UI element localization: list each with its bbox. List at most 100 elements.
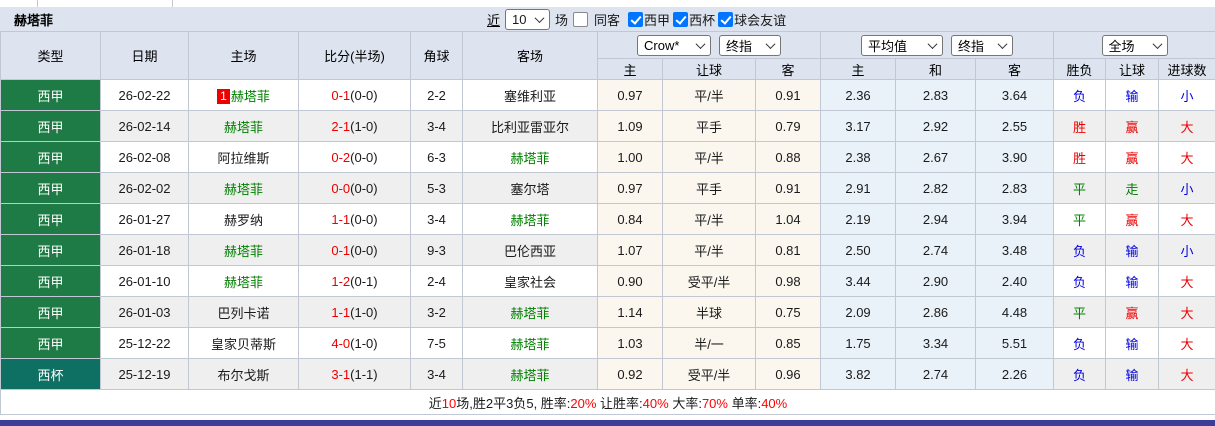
- home-team-name[interactable]: 阿拉维斯: [217, 151, 269, 166]
- result-wdl-cell: 平: [1054, 204, 1106, 235]
- avg-home-odds-cell: 2.36: [821, 80, 896, 111]
- avg-draw-odds-cell: 2.74: [896, 359, 976, 390]
- chevron-down-icon: [766, 39, 776, 49]
- away-team-name[interactable]: 皇家社会: [504, 275, 556, 290]
- avg-home-odds-cell: 3.82: [821, 359, 896, 390]
- league-filter-checkbox[interactable]: [718, 12, 733, 27]
- avg-draw-odds-cell: 2.90: [896, 266, 976, 297]
- league-filter-checkbox[interactable]: [628, 12, 643, 27]
- bookmaker-stage-select[interactable]: 终指: [719, 35, 781, 56]
- avg-draw-odds-cell: 2.74: [896, 235, 976, 266]
- avg-away-odds-cell: 2.55: [976, 111, 1054, 142]
- result-handicap-cell: 输: [1106, 328, 1159, 359]
- away-team-name[interactable]: 赫塔菲: [510, 151, 549, 166]
- score-cell: 1-1(1-0): [299, 297, 411, 328]
- crown-home-odds-cell: 1.07: [598, 235, 663, 266]
- crown-away-odds-cell: 0.81: [756, 235, 821, 266]
- fulltime-score: 1-2: [331, 274, 350, 289]
- league-filter-item: 西杯: [673, 10, 715, 29]
- recent-count-select[interactable]: 10: [505, 9, 550, 30]
- league-filter-label: 西杯: [689, 10, 715, 29]
- average-select[interactable]: 平均值: [861, 35, 943, 56]
- corner-cell: 3-4: [411, 204, 463, 235]
- home-team-name[interactable]: 赫塔菲: [224, 182, 263, 197]
- away-team-name[interactable]: 赫塔菲: [510, 368, 549, 383]
- filter-controls: 近 10 场 同客 西甲西杯球会友谊: [487, 7, 786, 31]
- corner-cell: 5-3: [411, 173, 463, 204]
- recent-link[interactable]: 近: [487, 10, 500, 29]
- away-team-name[interactable]: 塞尔塔: [510, 182, 549, 197]
- avg-draw-odds-cell: 2.82: [896, 173, 976, 204]
- away-team-cell: 赫塔菲: [463, 297, 598, 328]
- crown-home-odds-cell: 1.03: [598, 328, 663, 359]
- col-header-type: 类型: [1, 32, 101, 80]
- halftime-score: (0-0): [350, 212, 377, 227]
- result-goals-cell: 大: [1159, 266, 1215, 297]
- crown-handicap-cell: 半球: [663, 297, 756, 328]
- home-team-name[interactable]: 赫塔菲: [224, 120, 263, 135]
- home-team-name[interactable]: 赫罗纳: [224, 213, 263, 228]
- result-goals-cell: 小: [1159, 173, 1215, 204]
- crown-home-odds-cell: 1.00: [598, 142, 663, 173]
- league-cell: 西甲: [1, 173, 101, 204]
- home-team-name[interactable]: 皇家贝蒂斯: [211, 337, 276, 352]
- avg-away-odds-cell: 3.48: [976, 235, 1054, 266]
- result-goals-cell: 大: [1159, 204, 1215, 235]
- home-team-cell: 赫塔菲: [189, 235, 299, 266]
- away-team-cell: 赫塔菲: [463, 204, 598, 235]
- chevron-down-icon: [1152, 39, 1162, 49]
- crown-handicap-cell: 平/半: [663, 142, 756, 173]
- away-team-name[interactable]: 赫塔菲: [510, 337, 549, 352]
- home-team-name[interactable]: 赫塔菲: [224, 275, 263, 290]
- bookmaker-select-value: Crow*: [644, 38, 679, 53]
- avg-draw-odds-cell: 2.83: [896, 80, 976, 111]
- corner-cell: 2-4: [411, 266, 463, 297]
- league-filter-label: 球会友谊: [734, 10, 786, 29]
- avg-away-odds-cell: 3.94: [976, 204, 1054, 235]
- crown-handicap-cell: 受平/半: [663, 359, 756, 390]
- league-filter-checkbox[interactable]: [673, 12, 688, 27]
- avg-away-odds-cell: 4.48: [976, 297, 1054, 328]
- home-team-name[interactable]: 赫塔菲: [224, 244, 263, 259]
- crown-away-odds-cell: 0.79: [756, 111, 821, 142]
- crown-away-odds-cell: 0.91: [756, 173, 821, 204]
- average-stage-select[interactable]: 终指: [951, 35, 1013, 56]
- avg-home-odds-cell: 2.09: [821, 297, 896, 328]
- recent-count-value: 10: [512, 12, 526, 27]
- away-team-name[interactable]: 巴伦西亚: [504, 244, 556, 259]
- title-bar: 赫塔菲 近 10 场 同客 西甲西杯球会友谊: [0, 7, 1215, 31]
- date-cell: 25-12-22: [101, 328, 189, 359]
- fulltime-select[interactable]: 全场: [1102, 35, 1168, 56]
- home-team-name[interactable]: 巴列卡诺: [217, 306, 269, 321]
- score-cell: 1-2(0-1): [299, 266, 411, 297]
- crown-away-odds-cell: 0.98: [756, 266, 821, 297]
- away-team-cell: 赫塔菲: [463, 142, 598, 173]
- header-group-row: 类型 日期 主场 比分(半场) 角球 客场 Crow* 终指: [1, 32, 1215, 59]
- home-team-cell: 阿拉维斯: [189, 142, 299, 173]
- home-team-name[interactable]: 赫塔菲: [231, 89, 270, 104]
- home-team-name[interactable]: 布尔戈斯: [217, 368, 269, 383]
- away-team-name[interactable]: 赫塔菲: [510, 306, 549, 321]
- away-team-name[interactable]: 塞维利亚: [504, 89, 556, 104]
- corner-cell: 3-2: [411, 297, 463, 328]
- subcol-avg-draw: 和: [896, 59, 976, 80]
- bookmaker-select[interactable]: Crow*: [637, 35, 711, 56]
- corner-cell: 2-2: [411, 80, 463, 111]
- away-team-name[interactable]: 赫塔菲: [510, 213, 549, 228]
- avg-away-odds-cell: 5.51: [976, 328, 1054, 359]
- away-team-name[interactable]: 比利亚雷亚尔: [491, 120, 569, 135]
- result-goals-cell: 大: [1159, 359, 1215, 390]
- date-cell: 26-01-27: [101, 204, 189, 235]
- home-team-cell: 赫塔菲: [189, 111, 299, 142]
- fulltime-score: 3-1: [331, 367, 350, 382]
- result-goals-cell: 大: [1159, 328, 1215, 359]
- corner-cell: 9-3: [411, 235, 463, 266]
- league-filter-label: 西甲: [644, 10, 670, 29]
- corner-cell: 6-3: [411, 142, 463, 173]
- league-filter-item: 西甲: [628, 10, 670, 29]
- same-away-checkbox[interactable]: [573, 12, 588, 27]
